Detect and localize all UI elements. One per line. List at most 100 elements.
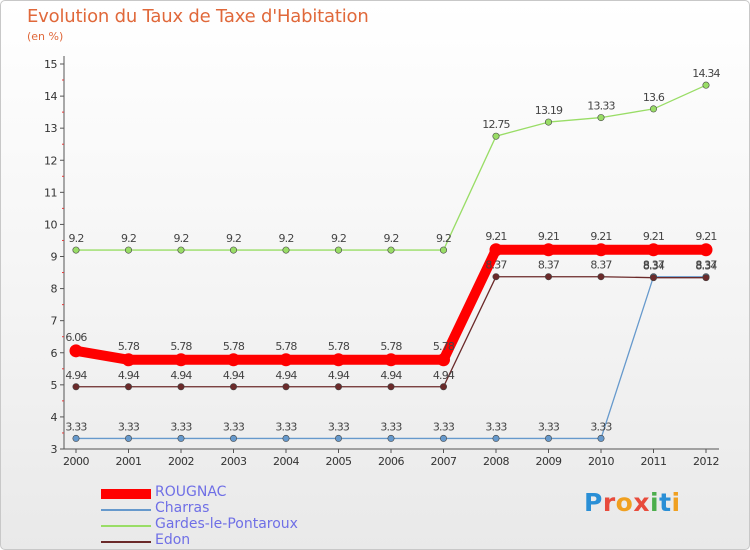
data-label-gardes-le-pontaroux: 9.2 <box>226 232 241 245</box>
data-point-gardes-le-pontaroux <box>439 246 447 254</box>
data-label-edon: 8.34 <box>695 260 717 273</box>
y-tick-label: 3 <box>51 443 58 456</box>
data-point-edon <box>125 383 133 391</box>
data-point-rougnac <box>279 353 293 367</box>
data-point-charras <box>125 434 133 442</box>
data-point-rougnac <box>69 344 83 358</box>
data-label-charras: 3.33 <box>118 420 140 433</box>
data-point-rougnac <box>332 353 345 367</box>
data-label-edon: 4.94 <box>65 369 87 382</box>
data-point-edon <box>649 274 657 282</box>
y-tick-label: 8 <box>51 283 58 296</box>
data-label-rougnac: 9.21 <box>695 230 716 243</box>
y-tick-label: 6 <box>51 347 58 360</box>
data-label-edon: 8.37 <box>485 259 507 272</box>
data-point-edon <box>72 383 80 391</box>
y-tick-label: 13 <box>44 122 57 135</box>
data-label-gardes-le-pontaroux: 13.33 <box>587 100 615 113</box>
data-point-charras <box>492 434 500 442</box>
data-label-gardes-le-pontaroux: 13.6 <box>643 91 665 104</box>
data-point-edon <box>492 273 500 281</box>
data-label-charras: 3.33 <box>328 420 350 433</box>
data-point-rougnac <box>437 353 450 367</box>
data-point-gardes-le-pontaroux <box>177 246 185 254</box>
data-label-rougnac: 9.21 <box>643 230 664 243</box>
legend-swatch <box>101 489 151 499</box>
data-point-rougnac <box>384 353 398 367</box>
data-point-edon <box>439 383 447 391</box>
data-label-rougnac: 9.21 <box>485 230 506 243</box>
data-point-charras <box>597 434 605 442</box>
data-label-edon: 4.94 <box>223 369 245 382</box>
chart-subtitle: (en %) <box>27 30 64 43</box>
logo-letter: i <box>671 488 681 517</box>
data-label-rougnac: 5.78 <box>170 340 192 353</box>
data-point-gardes-le-pontaroux <box>334 246 342 254</box>
data-label-edon: 4.94 <box>380 369 402 382</box>
legend-label: Edon <box>155 532 191 548</box>
x-tick-label: 2000 <box>63 455 89 468</box>
series-points <box>69 81 713 442</box>
data-point-gardes-le-pontaroux <box>387 246 395 254</box>
data-label-charras: 3.33 <box>433 420 455 433</box>
data-label-charras: 3.33 <box>538 420 560 433</box>
legend-swatch <box>101 541 151 543</box>
data-label-charras: 3.33 <box>170 420 192 433</box>
data-point-rougnac <box>489 243 503 257</box>
data-label-rougnac: 5.78 <box>433 340 455 353</box>
data-point-charras <box>230 434 238 442</box>
data-label-edon: 8.37 <box>538 259 560 272</box>
data-point-rougnac <box>122 353 135 367</box>
data-point-gardes-le-pontaroux <box>230 246 238 254</box>
logo-letter: r <box>602 488 616 517</box>
data-label-charras: 3.33 <box>590 420 612 433</box>
data-point-gardes-le-pontaroux <box>72 246 80 254</box>
data-label-edon: 4.94 <box>118 369 140 382</box>
legend-label: Charras <box>155 500 210 516</box>
logo-letter: i <box>650 488 660 517</box>
y-tick-label: 11 <box>44 186 57 199</box>
data-label-gardes-le-pontaroux: 9.2 <box>436 232 451 245</box>
logo-letter: t <box>659 488 672 517</box>
data-label-rougnac: 9.21 <box>590 230 611 243</box>
data-point-rougnac <box>227 353 240 367</box>
data-point-gardes-le-pontaroux <box>702 81 710 89</box>
data-point-gardes-le-pontaroux <box>125 246 133 254</box>
data-label-gardes-le-pontaroux: 9.2 <box>383 232 398 245</box>
data-label-gardes-le-pontaroux: 9.2 <box>173 232 188 245</box>
x-tick-label: 2001 <box>116 455 142 468</box>
data-label-rougnac: 5.78 <box>328 340 350 353</box>
legend-label: Gardes-le-Pontaroux <box>155 516 298 532</box>
data-label-edon: 8.37 <box>590 259 612 272</box>
y-tick-label: 12 <box>44 154 57 167</box>
data-label-rougnac: 5.78 <box>380 340 402 353</box>
data-label-gardes-le-pontaroux: 9.2 <box>121 232 136 245</box>
data-label-edon: 4.94 <box>170 369 192 382</box>
x-tick-label: 2007 <box>431 455 457 468</box>
x-tick-label: 2009 <box>536 455 562 468</box>
data-point-charras <box>439 434 447 442</box>
data-point-edon <box>544 273 552 281</box>
data-point-edon <box>230 383 238 391</box>
data-point-rougnac <box>174 353 188 367</box>
data-label-rougnac: 6.06 <box>65 331 87 344</box>
y-tick-label: 15 <box>44 58 57 71</box>
data-label-rougnac: 9.21 <box>538 230 559 243</box>
data-labels: 6.065.78 5.78 5.78 5.78 5.78 5.78 5.789.21 9.21… <box>65 67 721 433</box>
y-tick-label: 4 <box>51 411 58 424</box>
x-tick-label: 2002 <box>168 455 194 468</box>
data-point-charras <box>282 434 290 442</box>
data-label-charras: 3.33 <box>485 420 507 433</box>
x-tick-label: 2006 <box>378 455 404 468</box>
data-point-gardes-le-pontaroux <box>492 132 500 140</box>
data-point-gardes-le-pontaroux <box>544 118 552 126</box>
logo-letter: o <box>615 488 634 517</box>
legend-swatch <box>101 509 151 511</box>
data-label-rougnac: 5.78 <box>223 340 245 353</box>
data-label-edon: 4.94 <box>275 369 297 382</box>
x-tick-label: 2005 <box>326 455 352 468</box>
data-point-rougnac <box>647 243 660 257</box>
data-point-charras <box>544 434 552 442</box>
data-point-gardes-le-pontaroux <box>649 105 657 113</box>
